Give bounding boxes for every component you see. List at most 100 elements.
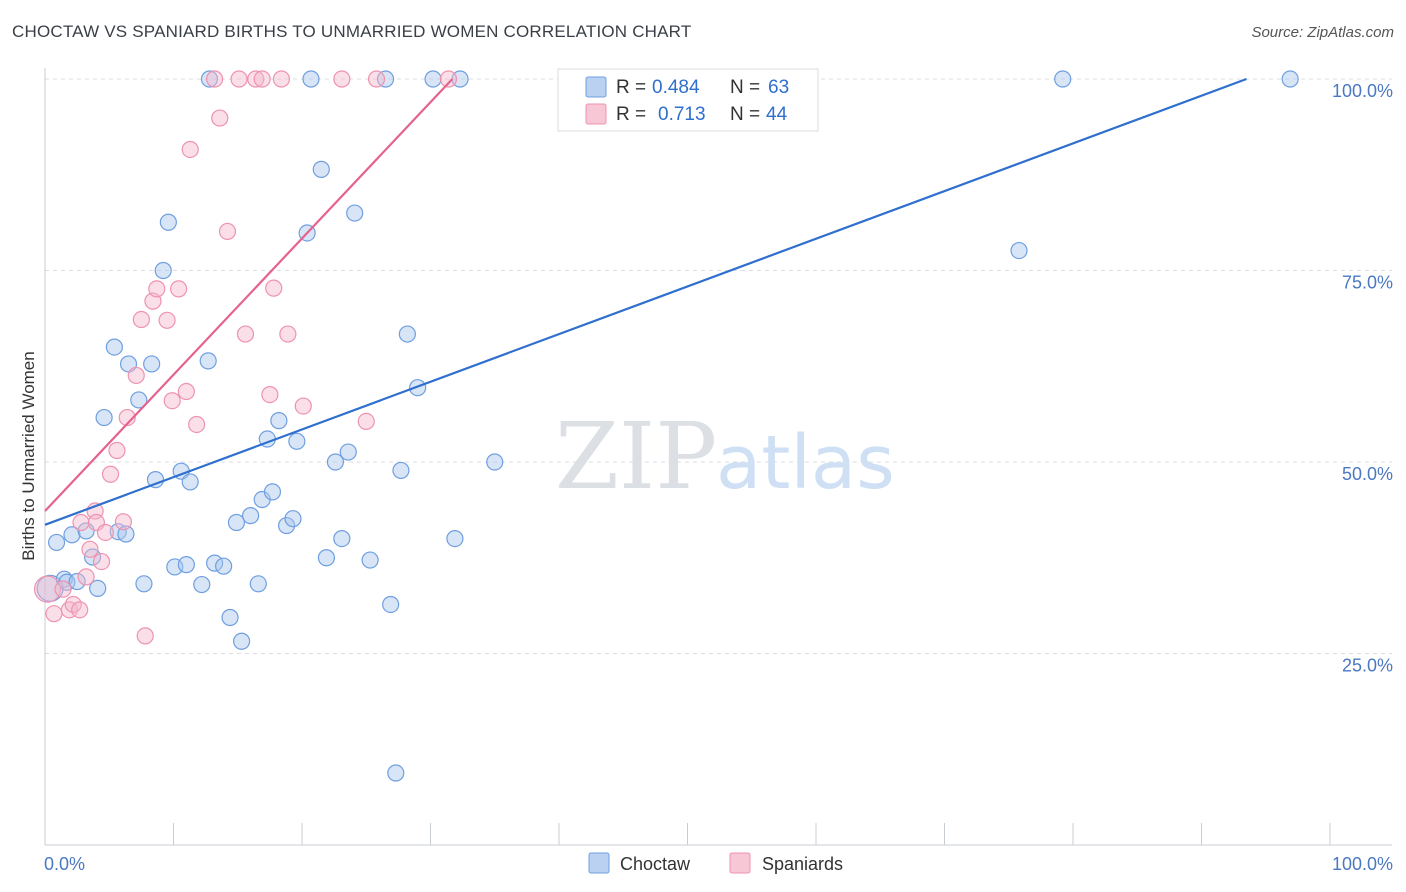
y-axis-label: Births to Unmarried Women [19,351,38,560]
data-point [247,70,265,88]
x-tick-labels: 0.0% 100.0% [44,854,1393,874]
data-point [215,557,233,575]
data-point [339,443,357,461]
y-tick-label: 100.0% [1332,81,1393,101]
data-point [294,397,312,415]
data-point [361,551,379,569]
legend-n-value-2: 44 [766,104,788,125]
data-point [1010,241,1028,260]
legend-swatch-choctaw [585,76,607,98]
watermark-zip: ZIP [555,403,717,510]
chart-title: CHOCTAW VS SPANIARD BIRTHS TO UNMARRIED … [12,22,692,41]
data-point [132,310,150,329]
data-point [270,412,288,430]
data-point [54,580,72,598]
data-point [1281,70,1299,88]
data-point [486,453,504,471]
data-point [68,572,86,591]
source-credit: Source: ZipAtlas.com [1251,24,1394,41]
trend-line-spaniards [44,78,454,512]
y-tick-label: 25.0% [1342,656,1393,676]
data-point [424,70,442,88]
bottom-legend-spaniards: Spaniards [762,854,843,874]
data-point [367,70,386,88]
data-point [143,355,161,373]
data-point [96,523,114,542]
data-point [333,529,351,548]
data-point [277,516,296,535]
data-point [181,473,199,491]
data-point [45,605,63,623]
data-point [288,432,306,450]
data-point [101,465,120,483]
data-point [114,513,132,531]
legend-n-label-1: N = [730,77,760,98]
data-point [206,70,224,88]
legend-r-value-1: 0.484 [652,77,700,98]
data-point [89,579,107,597]
watermark: ZIP atlas [555,403,895,510]
data-point [127,366,145,385]
data-point [146,471,165,489]
data-point [177,556,195,574]
data-point [206,554,224,572]
legend-swatch-spaniards [585,103,607,125]
data-point [81,540,99,558]
data-point [392,461,410,480]
data-point [1054,70,1072,88]
data-point [284,510,302,528]
data-point [312,160,330,178]
correlation-legend: R = 0.484 N = 63 R = 0.713 N = 44 [557,68,819,132]
data-point [47,533,66,552]
data-point [218,222,237,241]
trend-lines [44,77,1247,526]
watermark-atlas: atlas [716,420,895,506]
data-point [302,70,320,88]
data-point [242,507,260,525]
data-point [272,70,291,88]
data-point [227,513,246,532]
data-point [177,382,195,401]
data-point [193,575,211,594]
x-tick-label: 100.0% [1332,854,1393,874]
data-point [263,483,282,501]
data-point [253,70,271,88]
data-point [170,280,188,298]
data-point [439,70,458,88]
data-point [446,529,464,548]
data-point [233,632,251,650]
grid-lines [45,78,1392,654]
legend-r-label-2: R = [616,104,646,125]
data-point [136,627,154,645]
data-point [71,601,89,619]
data-point [376,70,395,88]
y-tick-labels: 25.0% 50.0% 75.0% 100.0% [1332,81,1393,676]
bottom-legend: Choctaw Spaniards [588,852,843,874]
data-point [279,325,297,343]
data-point [346,204,364,222]
data-point [211,109,229,127]
data-point [188,415,206,434]
y-tick-label: 75.0% [1342,273,1393,293]
data-point [382,595,400,614]
data-point [92,552,111,571]
bottom-legend-swatch-choctaw [588,852,610,874]
axes [44,68,1392,846]
data-point [249,575,267,593]
data-point [236,325,255,343]
bottom-legend-swatch-spaniards [729,852,751,874]
data-point [387,764,405,782]
spaniards-points [33,70,458,645]
data-point [333,70,351,88]
legend-r-label-1: R = [616,77,646,98]
x-tick-label: 0.0% [44,854,85,874]
data-point [33,575,62,603]
legend-n-label-2: N = [730,104,760,125]
data-point [265,279,283,297]
data-point [72,513,90,532]
data-point [317,549,336,567]
data-point [108,441,126,460]
data-point [230,70,248,88]
y-tick-label: 50.0% [1342,464,1393,484]
